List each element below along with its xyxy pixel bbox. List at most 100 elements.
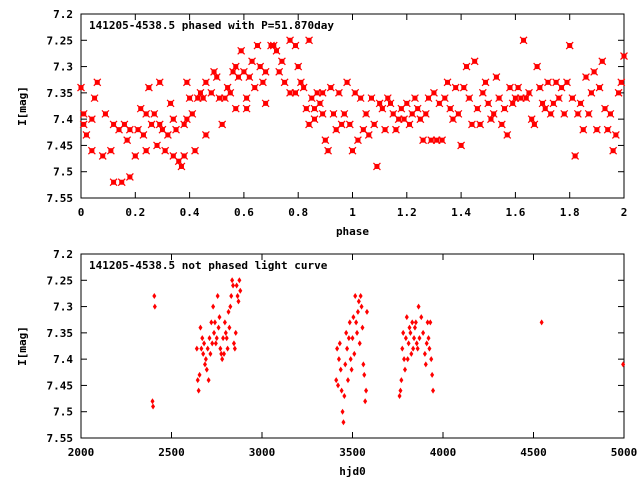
x-tick-label: 1 bbox=[349, 206, 356, 219]
data-point bbox=[422, 350, 427, 357]
data-point bbox=[123, 136, 132, 145]
data-point bbox=[358, 293, 363, 300]
data-point bbox=[563, 78, 571, 87]
y-tick-label: 7.35 bbox=[47, 87, 74, 100]
data-point bbox=[606, 109, 615, 118]
x-tick-label: 3500 bbox=[339, 446, 366, 459]
data-point bbox=[199, 345, 204, 352]
data-point bbox=[345, 120, 354, 129]
data-point bbox=[457, 141, 466, 150]
data-point bbox=[364, 387, 369, 394]
data-point bbox=[360, 324, 365, 331]
data-point bbox=[614, 88, 623, 97]
data-point bbox=[224, 335, 229, 342]
data-point bbox=[392, 125, 400, 134]
data-point bbox=[196, 387, 201, 394]
y-tick-label: 7.35 bbox=[47, 327, 74, 340]
data-point bbox=[410, 319, 415, 326]
data-point bbox=[221, 335, 226, 342]
data-point bbox=[582, 73, 590, 82]
data-point bbox=[109, 178, 118, 187]
data-point bbox=[223, 83, 232, 92]
data-point bbox=[296, 78, 305, 87]
data-point bbox=[355, 308, 360, 315]
y-tick-label: 7.3 bbox=[53, 301, 73, 314]
data-point bbox=[79, 120, 88, 129]
data-point bbox=[226, 308, 231, 315]
data-point bbox=[195, 377, 200, 384]
data-point bbox=[411, 345, 416, 352]
data-point bbox=[427, 345, 432, 352]
data-point bbox=[353, 293, 358, 300]
tick-marks: 2000 2500 3000 3500 4000 4500 5000 7.2 7.25 7.3 7.… bbox=[47, 248, 638, 459]
data-point bbox=[484, 99, 493, 108]
data-point bbox=[356, 94, 365, 103]
data-point bbox=[354, 319, 359, 326]
data-point bbox=[228, 303, 233, 310]
data-point bbox=[236, 298, 241, 305]
data-point bbox=[500, 104, 509, 113]
data-point bbox=[538, 99, 547, 108]
data-point bbox=[87, 115, 96, 124]
data-point bbox=[335, 345, 340, 352]
data-point bbox=[383, 94, 392, 103]
data-point bbox=[318, 109, 327, 118]
data-point bbox=[411, 94, 419, 103]
data-point bbox=[514, 83, 523, 92]
data-point bbox=[533, 62, 542, 71]
data-point bbox=[503, 130, 512, 139]
data-point bbox=[568, 94, 577, 103]
data-point bbox=[340, 408, 345, 415]
data-point bbox=[200, 335, 205, 342]
data-point bbox=[459, 83, 468, 92]
data-point bbox=[231, 282, 236, 289]
data-point bbox=[525, 88, 533, 97]
data-point bbox=[77, 83, 85, 92]
data-point bbox=[364, 130, 373, 139]
x-tick-label: 4000 bbox=[430, 446, 457, 459]
data-point bbox=[217, 314, 222, 321]
y-tick-label: 7.4 bbox=[53, 353, 73, 366]
data-point bbox=[378, 104, 387, 113]
data-point bbox=[346, 335, 351, 342]
y-tick-label: 7.55 bbox=[47, 192, 74, 205]
x-tick-label: 3000 bbox=[249, 446, 276, 459]
x-axis-label: hjd0 bbox=[339, 465, 366, 478]
data-point bbox=[592, 125, 601, 134]
data-point bbox=[334, 377, 339, 384]
data-point bbox=[163, 130, 172, 139]
data-point bbox=[403, 335, 408, 342]
data-point bbox=[465, 94, 474, 103]
data-point bbox=[82, 130, 91, 139]
data-point bbox=[177, 162, 186, 171]
data-point bbox=[362, 371, 367, 378]
data-point bbox=[481, 78, 490, 87]
data-point bbox=[272, 46, 281, 55]
data-point bbox=[155, 78, 164, 87]
tick-marks: 0 0.2 0.4 0.6 0.8 1 1.2 1.4 1.6 1.8 2 7.2 7.25 7.3 7.3… bbox=[47, 8, 628, 219]
data-point bbox=[245, 73, 254, 82]
data-point bbox=[621, 361, 626, 368]
data-point bbox=[426, 335, 431, 342]
data-point bbox=[603, 125, 612, 134]
data-point bbox=[185, 94, 194, 103]
data-point bbox=[342, 392, 347, 399]
data-point bbox=[451, 83, 460, 92]
data-point bbox=[401, 329, 406, 336]
data-point bbox=[408, 329, 413, 336]
data-point bbox=[152, 303, 157, 310]
data-point bbox=[161, 146, 170, 155]
data-point bbox=[495, 94, 504, 103]
data-point bbox=[280, 78, 289, 87]
data-point bbox=[478, 88, 487, 97]
y-tick-label: 7.55 bbox=[47, 432, 74, 445]
data-point bbox=[169, 115, 178, 124]
data-point bbox=[230, 277, 235, 284]
data-point bbox=[101, 109, 110, 118]
data-point bbox=[402, 99, 411, 108]
data-point bbox=[291, 41, 300, 50]
data-point bbox=[430, 371, 435, 378]
data-point bbox=[443, 78, 452, 87]
x-axis-label: phase bbox=[336, 225, 369, 238]
data-point bbox=[213, 340, 218, 347]
